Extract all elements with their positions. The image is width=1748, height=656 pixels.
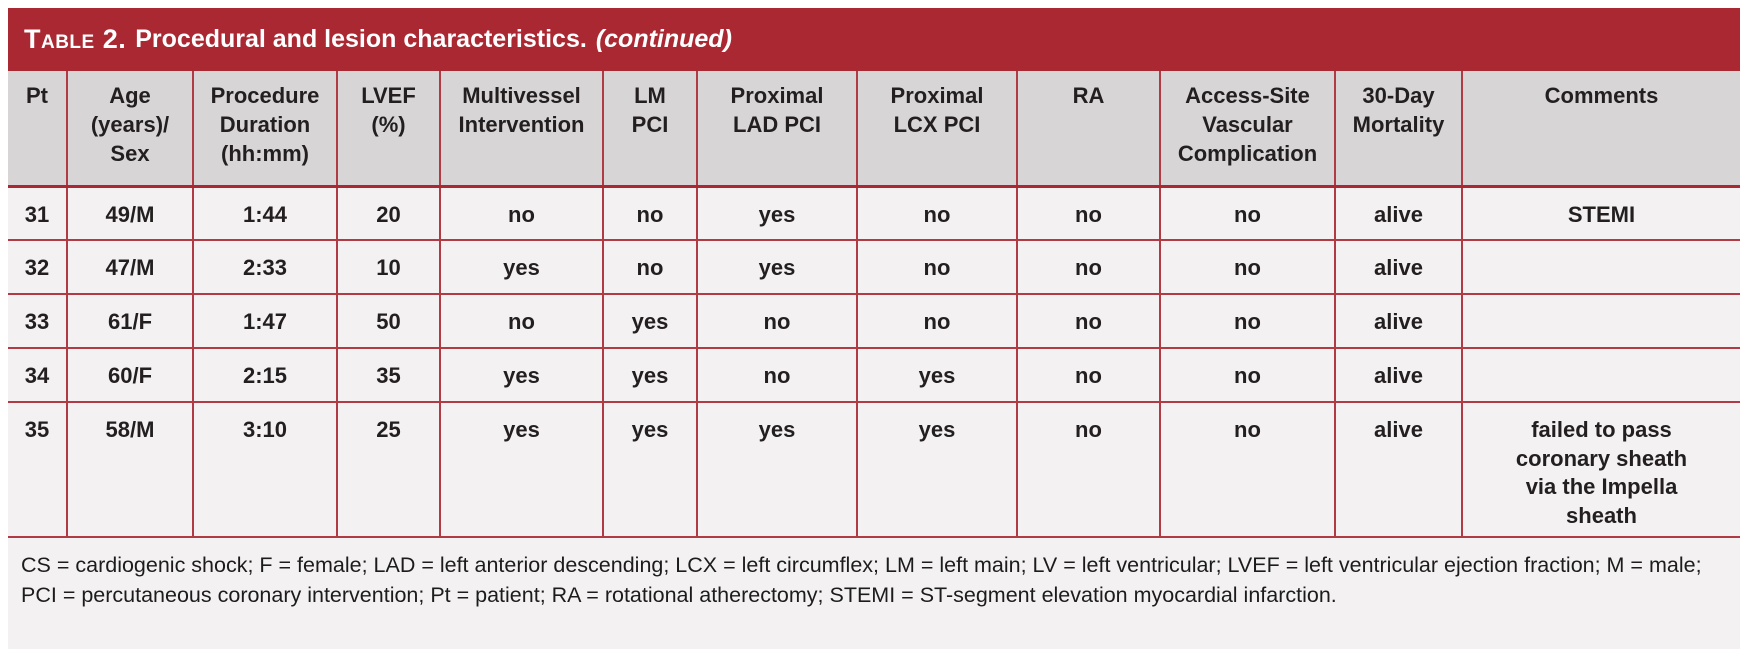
- cell-comments: [1461, 348, 1740, 403]
- cell-proximal-lcx-pci: yes: [856, 402, 1017, 539]
- abbreviations-footnote: CS = cardiogenic shock; F = female; LAD …: [8, 538, 1740, 649]
- cell-procedure-duration: 1:44: [192, 186, 337, 241]
- cell-age-sex: 47/M: [66, 240, 193, 295]
- header-row: Pt Age (years)/ Sex Procedure Duration (…: [8, 71, 1740, 188]
- col-header-multivessel-intervention: Multivessel Intervention: [439, 71, 603, 188]
- cell-lvef: 35: [336, 348, 440, 403]
- cell-access-site-vascular-complication: no: [1159, 348, 1335, 403]
- cell-age-sex: 58/M: [66, 402, 193, 539]
- cell-proximal-lad-pci: yes: [696, 402, 857, 539]
- table-row-patient-32: 32 47/M 2:33 10 yes no yes no no no aliv…: [8, 240, 1740, 295]
- cell-proximal-lad-pci: yes: [696, 186, 857, 241]
- table-number-label: Table 2.: [24, 24, 127, 54]
- cell-proximal-lad-pci: no: [696, 348, 857, 403]
- cell-multivessel-intervention: no: [439, 294, 603, 349]
- table-row-patient-35: 35 58/M 3:10 25 yes yes yes yes no no al…: [8, 402, 1740, 539]
- table-row-patient-31: 31 49/M 1:44 20 no no yes no no no alive…: [8, 186, 1740, 241]
- cell-age-sex: 61/F: [66, 294, 193, 349]
- cell-access-site-vascular-complication: no: [1159, 294, 1335, 349]
- cell-comments: [1461, 294, 1740, 349]
- cell-multivessel-intervention: yes: [439, 348, 603, 403]
- cell-lvef: 25: [336, 402, 440, 539]
- cell-proximal-lad-pci: yes: [696, 240, 857, 295]
- cell-ra: no: [1016, 294, 1160, 349]
- table-row-patient-34: 34 60/F 2:15 35 yes yes no yes no no ali…: [8, 348, 1740, 403]
- cell-ra: no: [1016, 186, 1160, 241]
- cell-procedure-duration: 2:33: [192, 240, 337, 295]
- cell-pt: 35: [8, 402, 67, 539]
- col-header-lvef: LVEF (%): [336, 71, 440, 188]
- cell-pt: 31: [8, 186, 67, 241]
- cell-proximal-lcx-pci: no: [856, 294, 1017, 349]
- cell-proximal-lcx-pci: no: [856, 240, 1017, 295]
- cell-comments: failed to pass coronary sheath via the I…: [1461, 402, 1740, 539]
- table-row-patient-33: 33 61/F 1:47 50 no yes no no no no alive: [8, 294, 1740, 349]
- procedural-characteristics-table: Pt Age (years)/ Sex Procedure Duration (…: [8, 71, 1740, 539]
- cell-30-day-mortality: alive: [1334, 402, 1462, 539]
- cell-lvef: 50: [336, 294, 440, 349]
- cell-ra: no: [1016, 348, 1160, 403]
- cell-lm-pci: yes: [602, 348, 697, 403]
- cell-proximal-lad-pci: no: [696, 294, 857, 349]
- col-header-pt: Pt: [8, 71, 67, 188]
- cell-comments: STEMI: [1461, 186, 1740, 241]
- col-header-lm-pci: LM PCI: [602, 71, 697, 188]
- cell-30-day-mortality: alive: [1334, 294, 1462, 349]
- cell-lm-pci: no: [602, 186, 697, 241]
- col-header-proximal-lcx-pci: Proximal LCX PCI: [856, 71, 1017, 188]
- col-header-ra: RA: [1016, 71, 1160, 188]
- cell-lm-pci: yes: [602, 402, 697, 539]
- cell-pt: 33: [8, 294, 67, 349]
- cell-procedure-duration: 2:15: [192, 348, 337, 403]
- cell-lvef: 10: [336, 240, 440, 295]
- cell-ra: no: [1016, 240, 1160, 295]
- cell-30-day-mortality: alive: [1334, 348, 1462, 403]
- cell-comments: [1461, 240, 1740, 295]
- cell-access-site-vascular-complication: no: [1159, 186, 1335, 241]
- cell-age-sex: 60/F: [66, 348, 193, 403]
- cell-multivessel-intervention: yes: [439, 402, 603, 539]
- table-title-text: Procedural and lesion characteristics.: [135, 25, 587, 53]
- cell-lm-pci: no: [602, 240, 697, 295]
- cell-ra: no: [1016, 402, 1160, 539]
- cell-proximal-lcx-pci: yes: [856, 348, 1017, 403]
- cell-pt: 32: [8, 240, 67, 295]
- cell-30-day-mortality: alive: [1334, 240, 1462, 295]
- cell-multivessel-intervention: yes: [439, 240, 603, 295]
- cell-procedure-duration: 3:10: [192, 402, 337, 539]
- cell-proximal-lcx-pci: no: [856, 186, 1017, 241]
- col-header-age-sex: Age (years)/ Sex: [66, 71, 193, 188]
- cell-multivessel-intervention: no: [439, 186, 603, 241]
- cell-30-day-mortality: alive: [1334, 186, 1462, 241]
- cell-access-site-vascular-complication: no: [1159, 240, 1335, 295]
- cell-procedure-duration: 1:47: [192, 294, 337, 349]
- table-title-banner: Table 2. Procedural and lesion character…: [8, 8, 1740, 71]
- col-header-access-site-vascular-complication: Access-Site Vascular Complication: [1159, 71, 1335, 188]
- col-header-procedure-duration: Procedure Duration (hh:mm): [192, 71, 337, 188]
- cell-lm-pci: yes: [602, 294, 697, 349]
- col-header-comments: Comments: [1461, 71, 1740, 188]
- table-container: Table 2. Procedural and lesion character…: [8, 8, 1740, 649]
- col-header-30-day-mortality: 30-Day Mortality: [1334, 71, 1462, 188]
- cell-pt: 34: [8, 348, 67, 403]
- cell-lvef: 20: [336, 186, 440, 241]
- cell-age-sex: 49/M: [66, 186, 193, 241]
- col-header-proximal-lad-pci: Proximal LAD PCI: [696, 71, 857, 188]
- table-continued-label: (continued): [595, 25, 732, 53]
- cell-access-site-vascular-complication: no: [1159, 402, 1335, 539]
